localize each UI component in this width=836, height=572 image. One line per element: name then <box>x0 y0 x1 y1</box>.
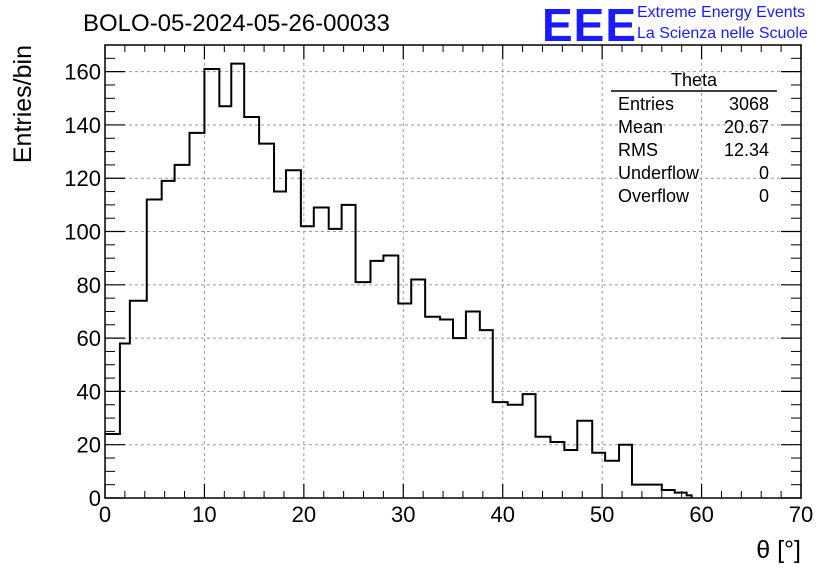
histogram-bin <box>480 330 493 498</box>
histogram-bin <box>105 434 120 498</box>
histogram-bin <box>219 106 231 498</box>
stats-value: 12.34 <box>724 140 769 160</box>
y-tick-label: 0 <box>89 486 101 511</box>
histogram-bin <box>493 402 508 498</box>
stats-label: Entries <box>618 94 674 114</box>
histogram-bin <box>619 445 632 498</box>
histogram-bin <box>398 303 411 498</box>
histogram-bin <box>605 461 619 498</box>
stats-label: Underflow <box>618 163 700 183</box>
histogram-bin <box>356 282 371 498</box>
histogram-bin <box>508 405 523 498</box>
histogram-bin <box>274 192 286 498</box>
x-tick-label: 40 <box>490 502 514 527</box>
histogram-bin <box>329 229 342 498</box>
histogram-bin <box>411 279 425 498</box>
stats-title: Theta <box>671 70 718 90</box>
y-tick-label: 40 <box>77 379 101 404</box>
histogram-outline <box>105 62 693 498</box>
histogram-bin <box>286 170 301 498</box>
histogram-bin <box>550 442 564 498</box>
histogram-bin <box>162 181 175 498</box>
histogram-layer <box>105 62 693 498</box>
histogram-bin <box>370 261 383 498</box>
histogram-bin <box>130 301 147 498</box>
tick-label-layer: 0 10 20 30 40 50 60 70 0 20 40 60 80 100 120 140 160 <box>64 60 813 527</box>
histogram-bin <box>662 490 675 498</box>
x-axis-label: θ [°] <box>756 536 801 564</box>
histogram-bin <box>523 394 536 498</box>
y-tick-label: 60 <box>77 326 101 351</box>
histogram-bin <box>147 200 162 498</box>
y-tick-label: 20 <box>77 433 101 458</box>
histogram-bin <box>425 317 440 498</box>
y-axis-label: Entries/bin <box>9 45 37 163</box>
histogram-bin <box>440 319 453 498</box>
stats-value: 20.67 <box>724 117 769 137</box>
x-tick-label: 0 <box>99 502 111 527</box>
histogram-bin <box>259 144 274 498</box>
stats-value: 3068 <box>729 94 769 114</box>
x-tick-label: 10 <box>192 502 216 527</box>
tick-layer <box>104 44 802 499</box>
stats-label: Mean <box>618 117 663 137</box>
histogram-bin <box>453 338 466 498</box>
histogram-bin <box>383 256 398 498</box>
y-tick-label: 140 <box>64 113 101 138</box>
stats-value: 0 <box>759 186 769 206</box>
eee-logo: EEE <box>542 0 638 51</box>
y-tick-label: 120 <box>64 166 101 191</box>
stats-label: RMS <box>618 140 658 160</box>
logo-line-2: La Scienza nelle Scuole <box>637 25 808 42</box>
histogram-bin <box>190 133 205 498</box>
histogram-bin <box>231 64 244 498</box>
histogram-bin <box>647 485 662 498</box>
x-tick-label: 50 <box>590 502 614 527</box>
histogram-bin <box>592 453 605 498</box>
histogram-bin <box>204 69 219 498</box>
stats-box: Theta Entries 3068 Mean 20.67 RMS 12.34 Underf… <box>611 70 777 206</box>
histogram-bin <box>632 485 647 498</box>
histogram-bin <box>342 205 356 498</box>
y-tick-label: 80 <box>77 273 101 298</box>
histogram-bin <box>244 117 259 498</box>
x-tick-label: 20 <box>292 502 316 527</box>
x-tick-label: 70 <box>789 502 813 527</box>
histogram-bin <box>314 208 329 498</box>
y-tick-label: 160 <box>64 60 101 85</box>
x-tick-label: 60 <box>689 502 713 527</box>
chart-title: BOLO-05-2024-05-26-00033 <box>83 10 390 37</box>
stats-value: 0 <box>759 163 769 183</box>
histogram-bin <box>577 421 592 498</box>
histogram-bin <box>120 343 130 498</box>
y-tick-label: 100 <box>64 220 101 245</box>
stats-label: Overflow <box>618 186 690 206</box>
histogram-bin <box>301 226 314 498</box>
histogram-bin <box>466 311 480 498</box>
histogram-bin <box>175 165 190 498</box>
histogram-bin <box>564 450 577 498</box>
histogram-bin <box>536 437 551 498</box>
x-tick-label: 30 <box>391 502 415 527</box>
logo-line-1: Extreme Energy Events <box>637 4 806 21</box>
stats-rows: Entries 3068 Mean 20.67 RMS 12.34 Underflow 0 Ov… <box>618 94 769 206</box>
